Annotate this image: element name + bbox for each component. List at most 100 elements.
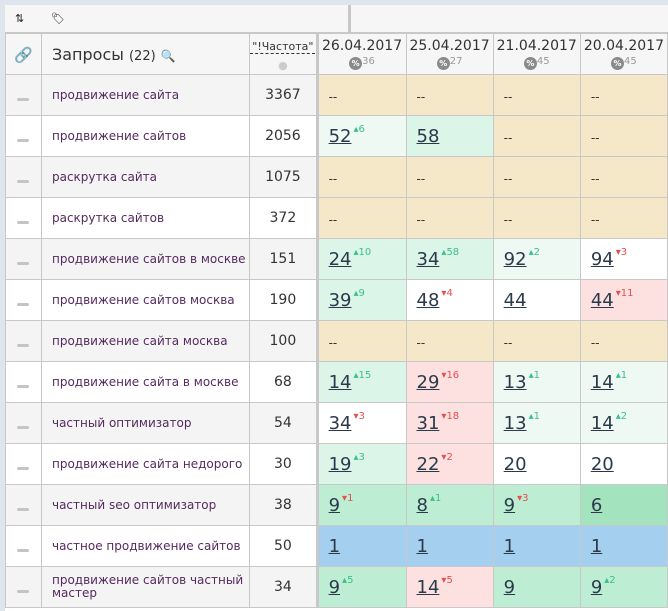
row-toggle[interactable] [5,156,42,198]
position-link[interactable]: 1 [416,535,428,557]
query-cell: раскрутка сайтов [40,197,251,239]
position-change-up: ▴5 [342,574,354,586]
row-toggle[interactable] [5,484,42,526]
change-value: 4 [446,287,453,299]
position-cell: -- [492,156,581,198]
position-link[interactable]: 44 [590,289,614,311]
frequency-cell: 151 [249,238,318,280]
position-link[interactable]: 1 [590,535,603,557]
no-position: -- [503,335,513,350]
no-position: -- [416,335,426,350]
change-value: 3 [522,492,529,504]
position-link[interactable]: 14 [416,576,440,598]
position-link[interactable]: 20 [590,453,614,475]
frequency-label[interactable]: "!Частота" [250,40,316,54]
position-cell: 19 ▴3 [315,443,407,485]
position-cell: 31 ▾18 [405,402,494,444]
position-link[interactable]: 58 [416,125,440,147]
date-column-header[interactable]: 25.04.2017% 27 [405,33,494,75]
row-toggle[interactable] [5,238,42,280]
link-header[interactable]: 🔗 [5,33,42,75]
row-toggle[interactable] [5,402,42,444]
position-cell: -- [492,74,581,116]
position-link[interactable]: 1 [503,535,516,557]
position-cell: 14 ▴2 [579,402,668,444]
position-link[interactable]: 14 [328,371,352,393]
position-link[interactable]: 9 [503,576,516,598]
position-link[interactable]: 92 [503,248,527,270]
frequency-cell: 100 [249,320,318,362]
position-link[interactable]: 29 [416,371,440,393]
minus-icon [17,507,30,511]
position-link[interactable]: 1 [328,535,341,557]
row-toggle[interactable] [5,443,42,485]
row-toggle[interactable] [5,525,42,567]
table-row: частный seo оптимизатор 38 9 ▾1 8 ▴1 9 ▾3 6 [5,484,668,526]
position-link[interactable]: 9 [328,576,341,598]
position-cell: 9 ▴2 [579,566,668,608]
tag-icon[interactable]: 🏷 [51,12,65,25]
frequency-header[interactable]: "!Частота" ● [249,33,318,75]
row-toggle[interactable] [5,320,42,362]
position-link[interactable]: 22 [416,453,440,475]
position-link[interactable]: 9 [590,576,603,598]
position-cell: -- [579,156,668,198]
row-toggle[interactable] [5,279,42,321]
row-toggle[interactable] [5,74,42,116]
date-column-header[interactable]: 26.04.2017% 36 [315,33,407,75]
search-icon[interactable]: 🔍 [160,48,176,63]
query-cell: раскрутка сайта [40,156,251,198]
position-link[interactable]: 34 [416,248,440,270]
position-cell: -- [579,320,668,362]
minus-icon [17,548,30,552]
position-change-down: ▾18 [441,410,460,422]
position-link[interactable]: 6 [590,494,603,516]
change-value: 3 [358,451,365,463]
position-link[interactable]: 31 [416,412,440,434]
position-link[interactable]: 39 [328,289,352,311]
change-value: 58 [446,246,460,258]
position-link[interactable]: 9 [328,494,341,516]
position-cell: 44 [492,279,581,321]
position-cell: 48 ▾4 [405,279,494,321]
visibility-score: 45 [624,56,637,67]
queries-title: Запросы [51,44,124,64]
position-cell: 20 [492,443,581,485]
position-link[interactable]: 14 [590,412,614,434]
position-link[interactable]: 14 [590,371,614,393]
minus-icon [17,343,30,347]
position-link[interactable]: 13 [503,412,527,434]
table-row: частный оптимизатор 54 34 ▾3 31 ▾18 13 ▴1 14 ▴2 [5,402,668,444]
position-cell: 9 [492,566,581,608]
minus-icon [17,384,30,388]
position-link[interactable]: 8 [416,494,428,516]
position-link[interactable]: 20 [503,453,527,475]
row-toggle[interactable] [5,197,42,239]
position-link[interactable]: 9 [503,494,516,516]
date-column-header[interactable]: 21.04.2017% 45 [492,33,581,75]
position-link[interactable]: 48 [416,289,440,311]
minus-icon [17,261,30,265]
position-change-up: ▴9 [353,287,365,299]
row-toggle[interactable] [5,115,42,157]
change-value: 5 [446,574,453,586]
position-link[interactable]: 34 [328,412,352,434]
row-toggle[interactable] [5,566,42,608]
date-column-header[interactable]: 20.04.2017% 45 [579,33,668,75]
query-cell: продвижение сайта в москве [40,361,251,403]
position-link[interactable]: 24 [328,248,352,270]
sort-icon[interactable]: ⇅ [15,12,25,25]
position-link[interactable]: 94 [590,248,614,270]
position-link[interactable]: 52 [328,125,352,147]
position-cell: 58 [405,115,494,157]
position-link[interactable]: 19 [328,453,352,475]
position-cell: 14 ▴1 [579,361,668,403]
position-change-down: ▾3 [353,410,365,422]
position-change-down: ▾3 [517,492,529,504]
minus-icon [17,138,30,142]
position-link[interactable]: 13 [503,371,527,393]
row-toggle[interactable] [5,361,42,403]
position-link[interactable]: 44 [503,289,527,311]
positions-table-panel: ⇅ 🏷 🔗 Запросы (22) 🔍 "!Частота" ● 26.04.2… [5,5,668,611]
position-cell: -- [315,197,407,239]
